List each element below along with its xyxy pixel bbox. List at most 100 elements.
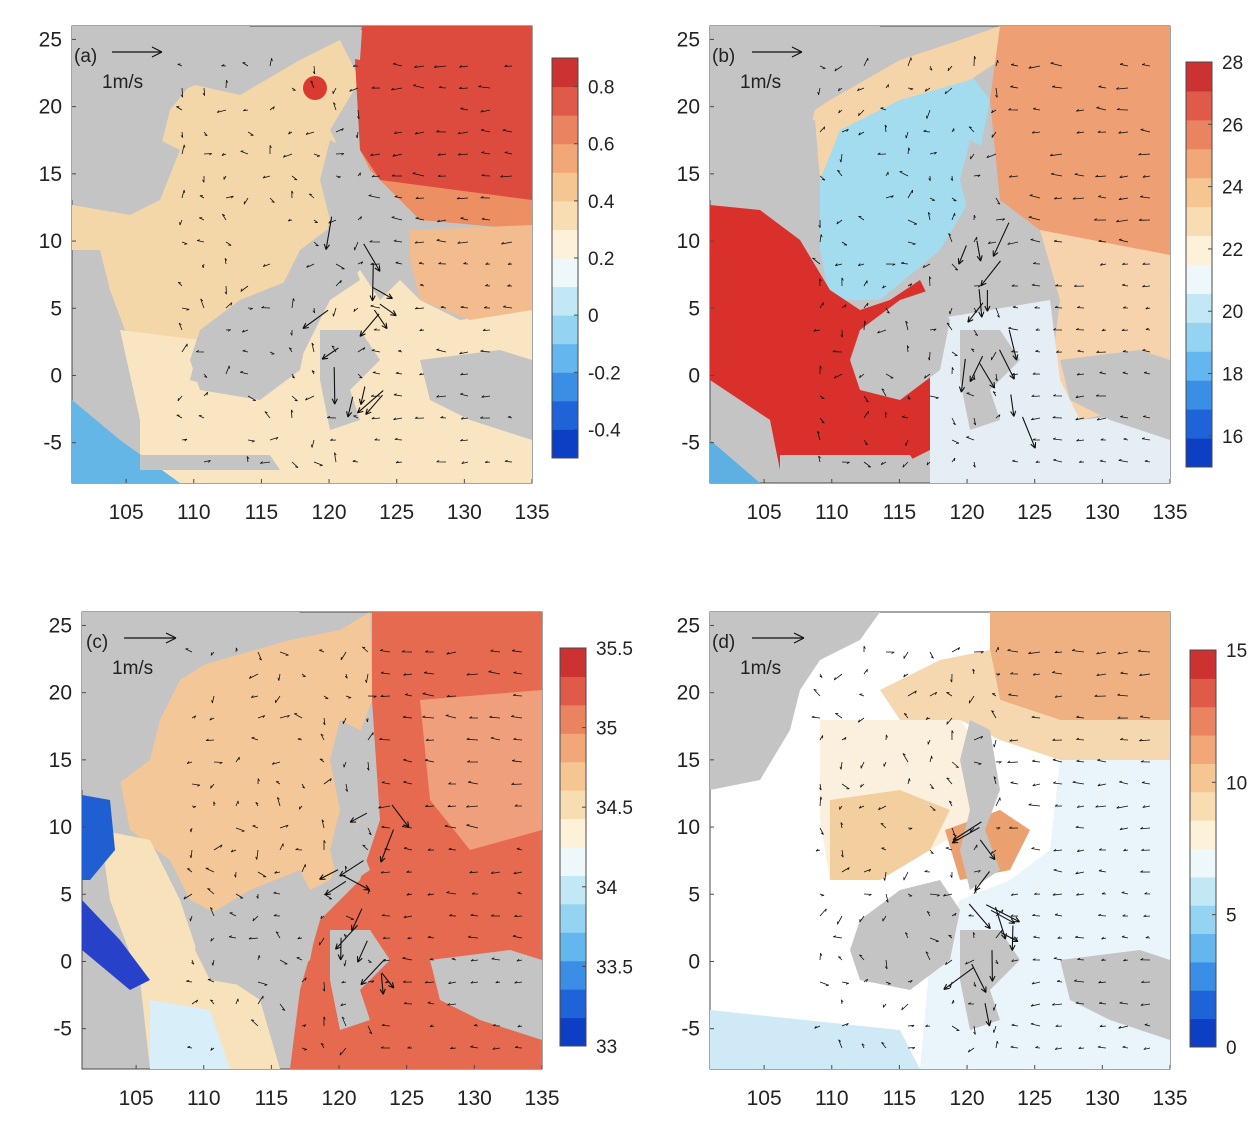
panel-c-velocity-arrow	[274, 870, 281, 874]
panel-a-velocity-arrow	[313, 241, 319, 247]
panel-a-velocity-arrow	[371, 86, 381, 89]
panel-c-y-tick-label: 25	[49, 614, 72, 637]
panel-a-velocity-arrow	[225, 302, 233, 309]
panel-c-velocity-arrow	[514, 980, 523, 984]
panel-a-velocity-arrow	[264, 411, 271, 419]
panel-c-velocity-arrow	[323, 840, 326, 850]
panel-a-velocity-arrow	[460, 438, 469, 442]
panel-b-velocity-arrow	[859, 373, 865, 379]
panel-a-velocity-arrow	[395, 371, 403, 375]
panel-c-velocity-arrow	[404, 693, 413, 697]
panel-a-velocity-arrow	[332, 307, 337, 317]
panel-c-strong-current-arrow	[360, 958, 386, 986]
panel-b-velocity-arrow	[817, 87, 821, 96]
panel-b-velocity-arrow	[1119, 63, 1129, 67]
panel-a-velocity-arrow	[269, 106, 275, 111]
panel-c-velocity-arrow	[342, 717, 347, 725]
panel-c-velocity-arrow	[210, 651, 215, 656]
panel-b-velocity-arrow	[857, 263, 865, 267]
panel-b-velocity-arrow	[819, 278, 822, 287]
panel-b-scale-arrowhead	[791, 46, 803, 58]
panel-a-velocity-arrow	[243, 108, 249, 112]
panel-c-velocity-arrow	[319, 937, 325, 946]
panel-a-velocity-arrow	[369, 240, 381, 243]
panel-d-velocity-arrow	[929, 783, 935, 790]
panel-d-strong-current-arrow	[990, 909, 1016, 924]
panel-b-strong-current-arrow	[1021, 416, 1037, 449]
panel-a-colorbar-step	[552, 286, 578, 316]
panel-c-velocity-arrow	[191, 805, 197, 808]
panel-c-velocity-arrow	[362, 646, 369, 653]
panel-b-velocity-arrow	[1053, 328, 1063, 331]
panel-d-land-sulawesi	[960, 930, 1020, 1030]
panel-c-velocity-arrow	[252, 915, 259, 922]
panel-b-velocity-arrow	[1074, 173, 1085, 177]
panel-d-velocity-arrow	[1031, 715, 1041, 719]
panel-c-velocity-arrow	[257, 715, 266, 719]
panel-a-velocity-arrow	[481, 151, 491, 155]
panel-a-velocity-arrow	[310, 439, 315, 448]
panel-c-y-tick-label: 10	[49, 816, 72, 839]
panel-d-strong-current-arrow	[968, 903, 991, 930]
panel-d-velocity-arrow	[951, 730, 954, 741]
panel-c-velocity-arrow	[407, 1046, 413, 1049]
panel-b-velocity-arrow	[947, 65, 953, 72]
panel-a-velocity-arrow	[504, 151, 513, 155]
panel-d-velocity-arrow	[993, 776, 997, 785]
panel-c-velocity-arrow	[367, 959, 372, 963]
panel-d-velocity-arrow	[903, 651, 909, 659]
panel-c-y-tick-label: 5	[60, 883, 72, 906]
panel-c-velocity-arrow	[427, 1001, 435, 1005]
panel-a-velocity-arrow	[436, 348, 447, 353]
panel-a-velocity-arrow	[357, 172, 361, 177]
panel-c-velocity-arrow	[512, 693, 523, 697]
panel-d-velocity-arrow	[1137, 649, 1151, 653]
panel-b-y-tick-label: 5	[688, 297, 700, 320]
panel-c-velocity-arrow	[446, 891, 457, 895]
panel-d-colorbar-step	[1190, 763, 1216, 793]
panel-b-y-tick-label: 20	[677, 96, 700, 119]
panel-c-velocity-arrow	[467, 780, 479, 785]
panel-b-velocity-arrow	[968, 126, 975, 133]
panel-c-velocity-arrow	[191, 999, 199, 1005]
panel-b-velocity-arrow	[1053, 458, 1063, 463]
panel-c-velocity-arrow	[235, 756, 240, 763]
panel-b-x-tick-label: 135	[1152, 501, 1187, 524]
panel-c-velocity-arrow	[469, 716, 478, 719]
panel-d-velocity-arrow	[1031, 981, 1041, 985]
panel-d-velocity-arrow	[973, 981, 977, 987]
panel-b-velocity-arrow	[951, 197, 957, 202]
panel-d-label: (d)	[712, 632, 735, 653]
panel-a-velocity-arrow	[291, 461, 299, 468]
panel-a-velocity-arrow	[288, 131, 293, 135]
panel-b-colorbar-step	[1186, 293, 1212, 323]
panel-d-velocity-arrow	[1117, 651, 1129, 655]
panel-c-velocity-arrow	[402, 980, 413, 983]
panel-b-colorbar-step	[1186, 235, 1212, 265]
panel-a-colorbar-step	[552, 86, 578, 116]
panel-c-velocity-arrow	[320, 733, 325, 741]
panel-b-velocity-arrow	[1121, 328, 1129, 331]
panel-b-colorbar-step	[1186, 206, 1212, 237]
panel-b-velocity-arrow	[818, 219, 821, 228]
panel-b-velocity-arrow	[1099, 262, 1107, 266]
panel-c-velocity-arrow	[514, 1045, 523, 1049]
panel-d-velocity-arrow	[1033, 935, 1041, 939]
panel-b-velocity-arrow	[834, 263, 843, 267]
panel-b-strong-current-arrow	[1010, 394, 1017, 417]
panel-a-velocity-arrow	[460, 107, 469, 111]
panel-d-land-indochina	[710, 612, 880, 790]
panel-b-land	[710, 26, 1170, 470]
panel-c-land	[82, 612, 542, 1040]
panel-a-scale-arrowhead	[151, 46, 163, 58]
panel-b-velocity-arrow	[819, 365, 822, 375]
panel-a-velocity-arrow	[335, 175, 341, 179]
panel-a-velocity-arrow	[242, 62, 249, 67]
panel-d-velocity-arrow	[1140, 760, 1151, 763]
panel-a-velocity-arrow	[414, 306, 425, 310]
panel-b-velocity-arrow	[863, 461, 872, 468]
panel-a-velocity-arrow	[502, 128, 513, 133]
panel-b-velocity-arrow	[1012, 305, 1019, 309]
panel-a-colorbar-step	[552, 58, 578, 88]
panel-b-strong-current-arrow	[1008, 329, 1019, 361]
